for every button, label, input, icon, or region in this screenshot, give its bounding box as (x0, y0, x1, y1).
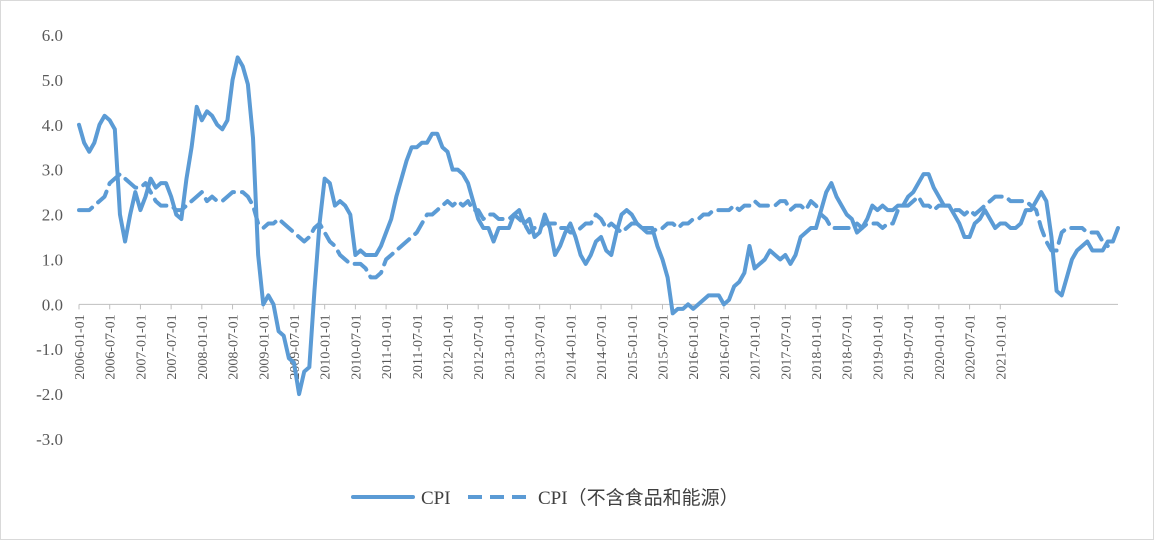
x-tick-label: 2010-01-01 (319, 314, 334, 379)
x-tick-label: 2011-01-01 (380, 314, 395, 379)
y-tick-label: -1.0 (36, 340, 63, 359)
x-tick-label: 2009-01-01 (257, 314, 272, 379)
x-tick-label: 2019-01-01 (871, 314, 886, 379)
legend-label-cpi: CPI (421, 488, 451, 509)
x-tick-label: 2018-07-01 (841, 314, 856, 379)
x-tick-label: 2015-07-01 (656, 314, 671, 379)
y-tick-label: 6.0 (42, 26, 63, 45)
x-tick-label: 2012-07-01 (472, 314, 487, 379)
x-tick-label: 2007-01-01 (134, 314, 149, 379)
y-tick-label: 1.0 (42, 250, 63, 269)
x-tick-label: 2011-07-01 (411, 314, 426, 379)
y-tick-label: 4.0 (42, 116, 63, 135)
x-tick-label: 2013-07-01 (534, 314, 549, 379)
x-axis-tick-marks (78, 304, 1001, 310)
series-layer (77, 55, 1120, 397)
x-tick-label: 2017-01-01 (749, 314, 764, 379)
y-axis-tick-labels: 6.0 5.0 4.0 3.0 2.0 1.0 0.0 -1.0 -2.0 -3.0 (36, 26, 63, 449)
y-tick-label: -2.0 (36, 385, 63, 404)
x-tick-label: 2021-01-01 (994, 314, 1009, 379)
x-tick-label: 2006-07-01 (104, 314, 119, 379)
x-tick-label: 2008-07-01 (227, 314, 242, 379)
x-tick-label: 2010-07-01 (349, 314, 364, 379)
x-tick-label: 2014-01-01 (564, 314, 579, 379)
series-line-core-cpi (77, 172, 1110, 280)
legend-label-core-cpi: CPI（不含食品和能源） (538, 487, 739, 509)
x-axis-tick-labels: 2006-01-01 2006-07-01 2007-01-01 2007-07-01… (73, 314, 1009, 379)
x-tick-label: 2020-01-01 (933, 314, 948, 379)
x-tick-label: 2017-07-01 (779, 314, 794, 379)
y-tick-label: 5.0 (42, 71, 63, 90)
x-tick-label: 2019-07-01 (902, 314, 917, 379)
x-tick-label: 2016-07-01 (718, 314, 733, 379)
x-tick-label: 2014-07-01 (595, 314, 610, 379)
x-tick-label: 2007-07-01 (165, 314, 180, 379)
x-tick-label: 2008-01-01 (196, 314, 211, 379)
x-tick-label: 2016-01-01 (687, 314, 702, 379)
y-tick-label: -3.0 (36, 430, 63, 449)
x-tick-label: 2013-01-01 (503, 314, 518, 379)
y-tick-label: 3.0 (42, 161, 63, 180)
x-tick-label: 2006-01-01 (73, 314, 88, 379)
x-tick-label: 2012-01-01 (442, 314, 457, 379)
y-tick-label: 0.0 (42, 295, 63, 314)
x-tick-label: 2018-01-01 (810, 314, 825, 379)
legend: CPI CPI（不含食品和能源） (351, 487, 739, 509)
y-tick-label: 2.0 (42, 206, 63, 225)
x-tick-label: 2020-07-01 (964, 314, 979, 379)
x-tick-label: 2015-01-01 (626, 314, 641, 379)
